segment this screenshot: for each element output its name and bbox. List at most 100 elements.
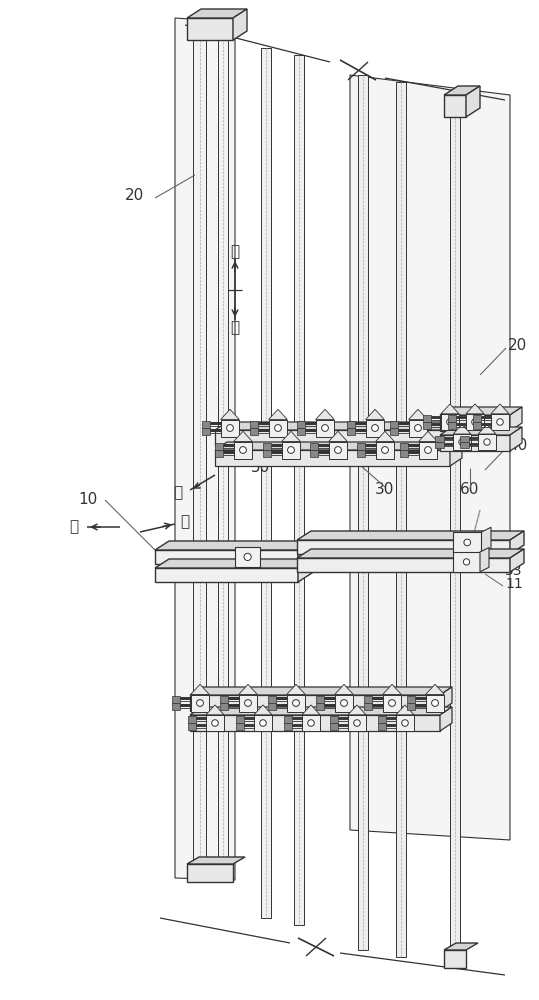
Polygon shape xyxy=(187,857,245,864)
Polygon shape xyxy=(155,568,298,582)
Polygon shape xyxy=(233,9,247,40)
Polygon shape xyxy=(450,95,460,968)
Polygon shape xyxy=(239,694,257,712)
Text: 30: 30 xyxy=(375,483,395,497)
Polygon shape xyxy=(364,696,372,703)
Polygon shape xyxy=(409,420,427,436)
Circle shape xyxy=(274,425,281,431)
Polygon shape xyxy=(155,559,312,568)
Polygon shape xyxy=(220,420,239,436)
Polygon shape xyxy=(440,707,452,731)
Polygon shape xyxy=(436,436,444,442)
Polygon shape xyxy=(444,950,466,968)
Polygon shape xyxy=(480,548,489,572)
Polygon shape xyxy=(383,694,402,712)
Polygon shape xyxy=(262,443,272,450)
Polygon shape xyxy=(441,414,459,430)
Circle shape xyxy=(371,425,378,431)
Circle shape xyxy=(464,559,469,565)
Polygon shape xyxy=(396,82,406,957)
Text: 20: 20 xyxy=(508,338,527,353)
Polygon shape xyxy=(478,434,496,450)
Polygon shape xyxy=(191,684,209,694)
Polygon shape xyxy=(206,705,224,715)
Circle shape xyxy=(244,553,251,560)
Polygon shape xyxy=(440,687,452,711)
Circle shape xyxy=(425,447,431,453)
Polygon shape xyxy=(236,716,244,723)
Polygon shape xyxy=(444,86,480,95)
Circle shape xyxy=(308,720,314,726)
Text: 前: 前 xyxy=(173,486,182,500)
Polygon shape xyxy=(233,442,252,458)
Circle shape xyxy=(497,419,503,425)
Polygon shape xyxy=(171,703,181,710)
Polygon shape xyxy=(510,407,522,431)
Circle shape xyxy=(382,447,389,453)
Polygon shape xyxy=(316,696,324,703)
Polygon shape xyxy=(316,409,334,420)
Circle shape xyxy=(322,425,328,431)
Polygon shape xyxy=(460,436,468,442)
Polygon shape xyxy=(302,705,320,715)
Polygon shape xyxy=(406,703,416,710)
Text: 上: 上 xyxy=(231,244,239,259)
Polygon shape xyxy=(309,443,319,450)
Polygon shape xyxy=(450,442,462,466)
Polygon shape xyxy=(202,428,210,435)
Polygon shape xyxy=(206,715,224,731)
Polygon shape xyxy=(447,415,456,422)
Polygon shape xyxy=(473,422,481,429)
Polygon shape xyxy=(329,431,347,442)
Polygon shape xyxy=(219,696,229,703)
Polygon shape xyxy=(297,531,524,540)
Circle shape xyxy=(459,439,465,445)
Text: 左: 左 xyxy=(69,520,78,534)
Text: 右: 右 xyxy=(180,514,189,530)
Polygon shape xyxy=(329,442,347,458)
Polygon shape xyxy=(215,450,450,466)
Text: 51: 51 xyxy=(505,551,523,565)
Polygon shape xyxy=(419,431,437,442)
Polygon shape xyxy=(406,696,416,703)
Polygon shape xyxy=(330,723,338,730)
Polygon shape xyxy=(330,716,338,723)
Polygon shape xyxy=(440,415,510,431)
Polygon shape xyxy=(190,695,440,711)
Circle shape xyxy=(447,419,453,425)
Polygon shape xyxy=(233,431,252,442)
Circle shape xyxy=(240,447,246,453)
Polygon shape xyxy=(364,703,372,710)
Polygon shape xyxy=(453,434,471,450)
Circle shape xyxy=(197,700,203,706)
Polygon shape xyxy=(193,18,206,880)
Polygon shape xyxy=(440,435,510,451)
Polygon shape xyxy=(358,75,368,950)
Text: 40: 40 xyxy=(508,438,527,452)
Polygon shape xyxy=(219,703,229,710)
Text: 53: 53 xyxy=(505,564,522,578)
Polygon shape xyxy=(267,703,277,710)
Text: 下: 下 xyxy=(231,320,239,336)
Circle shape xyxy=(288,447,294,453)
Circle shape xyxy=(472,419,478,425)
Polygon shape xyxy=(436,442,444,448)
Polygon shape xyxy=(376,431,395,442)
Polygon shape xyxy=(453,532,481,553)
Polygon shape xyxy=(335,684,354,694)
Polygon shape xyxy=(296,428,306,435)
Polygon shape xyxy=(357,443,365,450)
Polygon shape xyxy=(297,540,510,554)
Polygon shape xyxy=(239,684,257,694)
Polygon shape xyxy=(399,450,409,457)
Polygon shape xyxy=(215,430,450,446)
Circle shape xyxy=(335,447,341,453)
Polygon shape xyxy=(309,450,319,457)
Polygon shape xyxy=(220,409,239,420)
Circle shape xyxy=(414,425,421,431)
Circle shape xyxy=(389,700,396,706)
Circle shape xyxy=(245,700,251,706)
Polygon shape xyxy=(348,705,366,715)
Polygon shape xyxy=(254,705,272,715)
Text: 50: 50 xyxy=(251,460,270,476)
